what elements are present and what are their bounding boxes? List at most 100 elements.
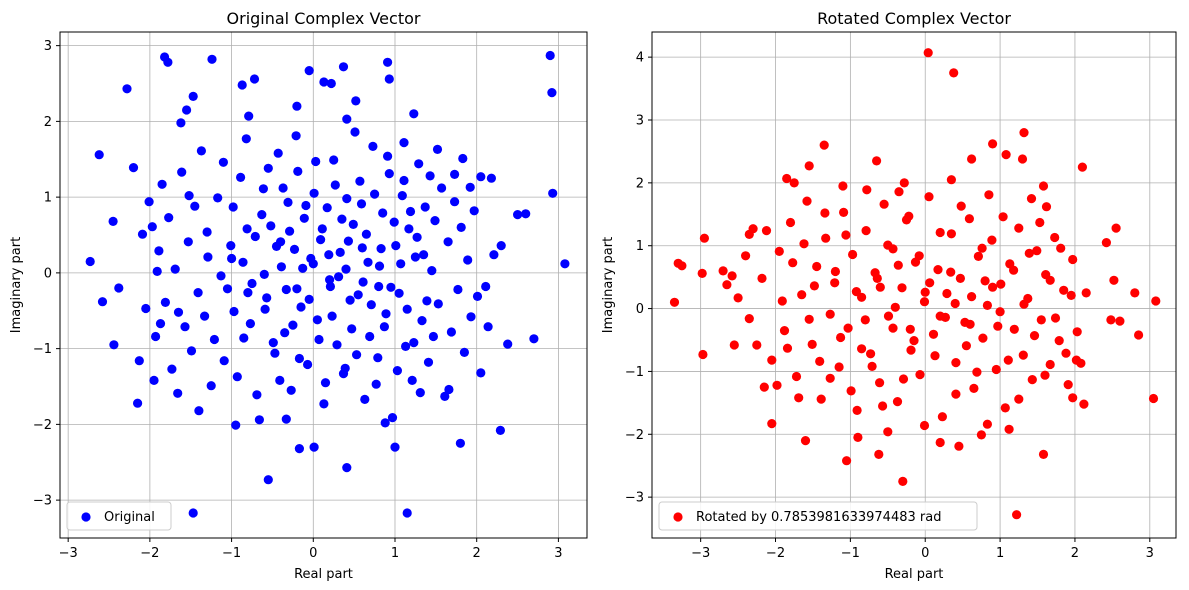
right-data-point: [919, 420, 930, 431]
left-x-tick-label: −1: [222, 546, 241, 561]
right-data-point: [1019, 128, 1029, 138]
left-data-point: [380, 418, 390, 428]
right-data-point: [825, 309, 835, 319]
left-data-point: [548, 188, 558, 198]
right-data-point: [807, 339, 817, 349]
right-data-point: [1027, 375, 1037, 385]
left-data-point: [294, 444, 304, 454]
right-data-point: [883, 427, 893, 437]
left-data-point: [358, 277, 368, 287]
left-data-point: [407, 375, 417, 385]
right-data-point: [878, 401, 888, 411]
left-data-point: [160, 297, 170, 307]
left-data-point: [463, 255, 473, 265]
left-data-point: [419, 250, 429, 260]
right-data-point: [857, 344, 867, 354]
right-data-point: [815, 356, 825, 366]
left-data-point: [417, 316, 427, 326]
left-data-point: [324, 250, 334, 260]
right-legend-box: [658, 501, 978, 531]
right-data-point: [791, 371, 802, 382]
right-data-point: [1026, 194, 1037, 204]
right-data-point: [930, 351, 940, 361]
right-data-point: [1009, 324, 1019, 334]
left-data-point: [241, 134, 251, 144]
right-data-point: [821, 233, 831, 243]
left-data-point: [374, 261, 385, 271]
left-data-point: [229, 306, 239, 317]
left-data-point: [401, 341, 411, 351]
left-data-point: [216, 271, 226, 281]
right-data-point: [852, 405, 862, 415]
right-data-point: [797, 290, 807, 300]
right-data-point: [950, 298, 960, 309]
left-y-axis-label: Imaginary part: [9, 237, 24, 333]
right-data-point: [1130, 288, 1140, 298]
left-data-point: [433, 299, 443, 309]
right-data-point: [1081, 288, 1091, 298]
left-data-point: [341, 264, 351, 274]
left-data-point: [281, 284, 291, 295]
left-data-point: [319, 77, 329, 87]
left-data-point: [308, 259, 318, 269]
right-y-axis-label: Imaginary part: [601, 237, 616, 333]
right-legend-label: Rotated by 0.7853981633974483 rad: [696, 510, 941, 525]
right-data-point: [1076, 358, 1086, 368]
right-data-point: [954, 441, 964, 451]
right-data-point: [928, 329, 939, 339]
left-data-point: [231, 420, 241, 430]
left-data-point: [409, 338, 419, 348]
right-data-point: [1109, 275, 1119, 285]
right-data-point: [998, 212, 1008, 222]
right-data-point: [915, 370, 925, 380]
right-data-point: [875, 282, 885, 292]
right-data-point: [894, 187, 904, 197]
left-data-point: [363, 257, 373, 267]
left-data-point: [183, 237, 193, 247]
left-data-point: [353, 290, 363, 300]
left-data-point: [249, 74, 260, 84]
right-data-point: [1038, 181, 1049, 191]
left-data-point: [202, 227, 212, 237]
right-data-point: [935, 311, 945, 321]
left-data-point: [350, 127, 360, 137]
left-data-point: [278, 183, 288, 193]
left-data-point: [97, 297, 108, 307]
right-data-point: [1041, 202, 1052, 212]
left-data-point: [283, 197, 293, 207]
left-data-point: [252, 390, 262, 400]
right-data-point: [1009, 265, 1019, 275]
left-data-point: [427, 266, 437, 276]
left-data-point: [263, 163, 273, 173]
left-data-point: [292, 101, 302, 111]
left-data-point: [450, 197, 460, 207]
right-data-point: [718, 266, 728, 276]
left-data-point: [374, 281, 384, 292]
right-data-point: [1101, 238, 1111, 248]
left-data-point: [292, 284, 302, 294]
right-data-point: [698, 349, 708, 360]
left-data-point: [176, 118, 186, 128]
left-data-point: [383, 57, 393, 67]
right-data-point: [1061, 348, 1071, 358]
right-data-point: [1045, 359, 1055, 370]
left-data-point: [348, 219, 358, 229]
left-data-point: [239, 333, 249, 343]
left-data-point: [361, 229, 371, 239]
right-data-point: [1063, 380, 1073, 390]
right-data-point: [973, 251, 984, 261]
left-data-point: [311, 156, 321, 167]
right-data-point: [839, 207, 849, 217]
left-data-point: [108, 216, 118, 226]
right-data-point: [874, 449, 884, 459]
left-legend-marker: [81, 512, 91, 522]
left-data-point: [243, 288, 253, 298]
left-data-point: [250, 231, 260, 242]
left-data-point: [373, 353, 383, 363]
right-data-point: [866, 349, 876, 359]
left-data-point: [288, 320, 298, 330]
right-data-point: [993, 321, 1003, 331]
left-data-point: [489, 250, 499, 260]
right-data-point: [964, 214, 975, 224]
left-x-tick-label: −3: [59, 546, 78, 561]
